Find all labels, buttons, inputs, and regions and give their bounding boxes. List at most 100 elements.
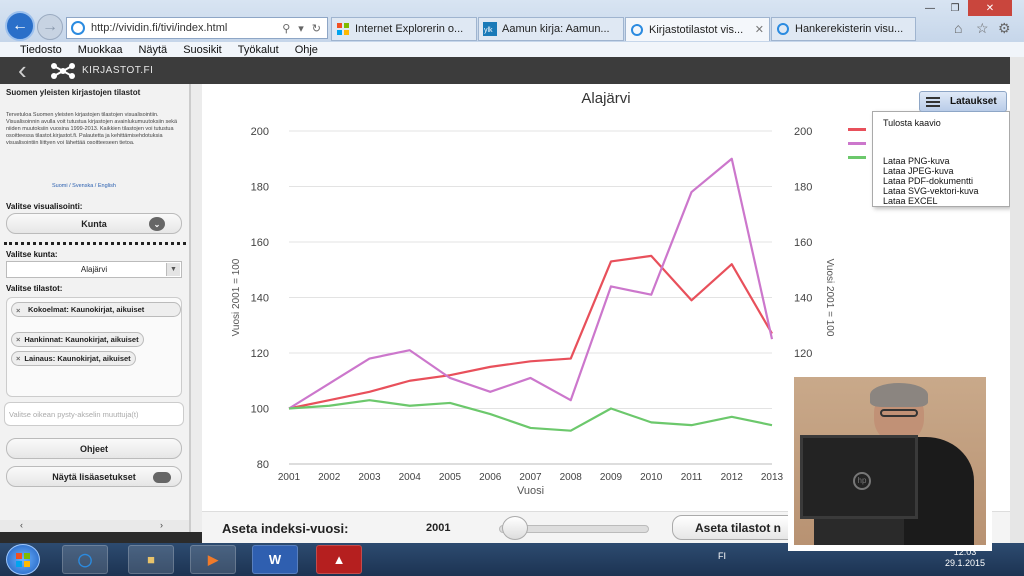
export-button[interactable]: Lataukset	[919, 91, 1007, 112]
menu-item-pdf[interactable]: Lataa PDF-dokumentti	[883, 176, 974, 186]
y2-tick-label: 140	[794, 293, 812, 305]
monitor-stand	[814, 519, 904, 545]
series-line-1	[288, 254, 773, 410]
sidebar-vscrollbar[interactable]	[190, 84, 202, 532]
y2-tick-label: 200	[794, 126, 812, 138]
remove-tag-icon[interactable]: ×	[16, 354, 21, 363]
menu-muokkaa[interactable]: Muokkaa	[77, 43, 123, 56]
right-axis-input[interactable]: Valitse oikean pysty-akselin muuttuja(t)	[4, 402, 184, 426]
taskbar-explorer[interactable]: ■	[128, 545, 174, 574]
presenter-glasses	[880, 409, 918, 417]
kirjastot-logo-icon	[51, 63, 75, 79]
taskbar-ie[interactable]: ◯	[62, 545, 108, 574]
tab-kirjastotilastot[interactable]: Kirjastotilastot vis... ✕	[625, 17, 770, 41]
municipality-select[interactable]: Alajärvi ▼	[6, 261, 182, 278]
back-button[interactable]: ←	[5, 11, 35, 41]
address-bar[interactable]: http://vividin.fi/tivi/index.html ⚲ ▾ ↻	[66, 17, 328, 39]
stats-tag-label: Kokoelmat: Kaunokirjat, aikuiset	[28, 305, 145, 314]
tab-label: Internet Explorerin o...	[355, 23, 464, 35]
legend-swatch	[848, 142, 866, 145]
webcam-overlay: hp	[788, 371, 992, 551]
help-button[interactable]: Ohjeet	[6, 438, 182, 459]
menu-item-jpeg[interactable]: Lataa JPEG-kuva	[883, 166, 954, 176]
tab-aamun-kirja[interactable]: ylk Aamun kirja: Aamun...	[478, 17, 624, 41]
scroll-left-icon[interactable]: ‹	[20, 520, 23, 530]
locale-indicator[interactable]: FI	[718, 551, 726, 561]
more-settings-label: Näytä lisäasetukset	[52, 471, 136, 482]
toggle-switch-icon[interactable]	[153, 472, 171, 483]
x-tick-label: 2006	[479, 472, 502, 483]
menu-nayta[interactable]: Näytä	[138, 43, 168, 56]
menu-ohje[interactable]: Ohje	[294, 43, 318, 56]
menu-tyokalut[interactable]: Työkalut	[237, 43, 279, 56]
sidebar: Suomen yleisten kirjastojen tilastot Ter…	[0, 84, 190, 532]
taskbar-word[interactable]: W	[252, 545, 298, 574]
series-line-3	[288, 399, 773, 432]
menu-suosikit[interactable]: Suosikit	[183, 43, 222, 56]
back-arrow-icon: ←	[12, 17, 28, 34]
site-header: ‹ KIRJASTOT.FI	[0, 57, 1010, 84]
viz-select[interactable]: Kunta ⌄	[6, 213, 182, 234]
stats-tag[interactable]: × Kokoelmat: Kaunokirjat, aikuiset	[11, 302, 181, 317]
viz-label: Valitse visualisointi:	[6, 202, 83, 211]
restore-button[interactable]: ❐	[950, 2, 960, 14]
more-settings-toggle[interactable]: Näytä lisäasetukset	[6, 466, 182, 487]
menu-item-print[interactable]: Tulosta kaavio	[883, 118, 941, 128]
forward-button[interactable]: →	[37, 14, 63, 40]
start-button[interactable]	[6, 544, 40, 575]
folder-icon: ■	[147, 552, 155, 567]
svg-text:ylk: ylk	[484, 27, 493, 34]
x-tick-label: 2002	[318, 472, 341, 483]
minimize-button[interactable]: —	[925, 2, 935, 14]
system-clock[interactable]: 12:03 29.1.2015	[945, 547, 985, 569]
tab-hankerekisteri[interactable]: Hankerekisterin visu...	[771, 17, 916, 41]
set-stats-label: Aseta tilastot n	[695, 521, 782, 535]
series-line-2	[288, 157, 774, 410]
stats-tag[interactable]: × Lainaus: Kaunokirjat, aikuiset	[11, 351, 136, 366]
taskbar-media-player[interactable]: ▶	[190, 545, 236, 574]
taskbar-acrobat[interactable]: ▲	[316, 545, 362, 574]
site-brand[interactable]: KIRJASTOT.FI	[82, 65, 154, 76]
settings-gear-icon[interactable]: ⚙	[998, 20, 1011, 36]
menu-tiedosto[interactable]: Tiedosto	[20, 43, 62, 56]
page-scrollbar[interactable]	[1010, 57, 1024, 543]
tab-internet-explorer[interactable]: Internet Explorerin o...	[331, 17, 477, 41]
menu-back-icon[interactable]: ‹	[18, 55, 27, 85]
home-icon[interactable]: ⌂	[954, 20, 963, 36]
ie-icon	[71, 21, 85, 35]
dropdown-icon[interactable]: ▾	[298, 22, 304, 35]
remove-tag-icon[interactable]: ×	[16, 335, 21, 344]
search-icon[interactable]: ⚲	[282, 22, 291, 35]
media-play-icon: ▶	[208, 551, 218, 567]
favorites-star-icon[interactable]: ☆	[976, 20, 989, 36]
ie-icon: ◯	[77, 551, 93, 567]
sidebar-hscrollbar[interactable]: ‹ ›	[0, 520, 189, 532]
slider-handle[interactable]	[502, 516, 528, 540]
scroll-right-icon[interactable]: ›	[160, 520, 163, 530]
windows-logo-icon	[16, 553, 30, 567]
chevron-down-icon: ⌄	[149, 217, 165, 231]
menu-item-excel[interactable]: Lataa EXCEL	[883, 196, 938, 206]
viz-value: Kunta	[81, 218, 107, 229]
right-axis-placeholder: Valitse oikean pysty-akselin muuttuja(t)	[9, 409, 139, 419]
close-window-button[interactable]: ✕	[968, 0, 1012, 16]
tab-close-icon[interactable]: ✕	[754, 24, 764, 36]
menu-item-svg[interactable]: Lataa SVG-vektori-kuva	[883, 186, 979, 196]
tab-label: Hankerekisterin visu...	[795, 23, 904, 35]
stats-tag[interactable]: × Hankinnat: Kaunokirjat, aikuiset	[11, 332, 144, 347]
y-tick-label: 200	[251, 126, 269, 138]
laptop-monitor: hp	[800, 435, 918, 519]
menu-item-png[interactable]: Lataa PNG-kuva	[883, 156, 950, 166]
language-links[interactable]: Suomi / Svenska / English	[52, 183, 116, 189]
refresh-icon[interactable]: ↻	[311, 22, 321, 35]
ie-icon	[631, 23, 643, 36]
y-tick-label: 140	[251, 293, 269, 305]
stats-tag-label: Lainaus: Kaunokirjat, aikuiset	[24, 354, 131, 363]
y-tick-label: 120	[251, 348, 269, 360]
x-tick-label: 2007	[519, 472, 542, 483]
help-label: Ohjeet	[79, 443, 108, 454]
remove-tag-icon[interactable]: ×	[16, 306, 21, 315]
stats-tag-box[interactable]: × Kokoelmat: Kaunokirjat, aikuiset × Hank…	[6, 297, 182, 397]
index-year-slider[interactable]	[499, 525, 649, 533]
